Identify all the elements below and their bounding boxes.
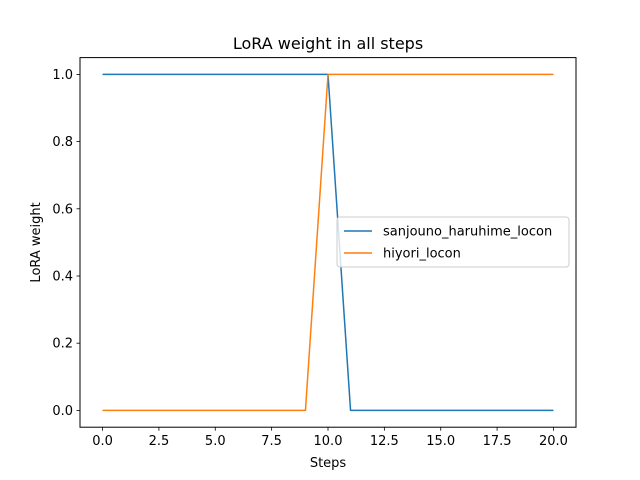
- x-tick-label: 7.5: [261, 434, 282, 449]
- series-line-2: [102, 73, 554, 412]
- y-tick-label: 0.6: [52, 202, 73, 217]
- x-tick-label: 17.5: [483, 434, 512, 449]
- legend-label-2: hiyori_locon: [383, 247, 461, 262]
- y-tick-label: 0.0: [52, 404, 73, 419]
- y-axis-label: LoRA weight: [29, 202, 44, 282]
- legend: sanjouno_haruhime_locon hiyori_locon: [336, 216, 570, 268]
- x-tick-label: 10.0: [314, 434, 343, 449]
- y-axis-ticks: 0.0 0.2 0.4 0.6 0.8 1.0: [52, 68, 80, 419]
- y-tick-label: 0.8: [52, 135, 73, 150]
- x-tick-label: 15.0: [426, 434, 455, 449]
- legend-label-1: sanjouno_haruhime_locon: [383, 225, 552, 240]
- x-tick-label: 12.5: [370, 434, 399, 449]
- legend-box: [336, 216, 570, 268]
- plot-frame: [79, 57, 577, 428]
- y-tick-label: 0.4: [52, 270, 73, 285]
- y-tick-label: 0.2: [52, 337, 73, 352]
- x-tick-label: 20.0: [539, 434, 568, 449]
- series-lines: [102, 73, 554, 412]
- chart-title: LoRA weight in all steps: [233, 34, 423, 53]
- y-tick-label: 1.0: [52, 68, 73, 83]
- x-tick-label: 2.5: [149, 434, 170, 449]
- x-axis-label: Steps: [310, 456, 347, 471]
- x-axis-ticks: 0.0 2.5 5.0 7.5 10.0 12.5 15.0 17.5 20.0: [92, 427, 568, 449]
- x-tick-label: 5.0: [205, 434, 226, 449]
- x-tick-label: 0.0: [92, 434, 113, 449]
